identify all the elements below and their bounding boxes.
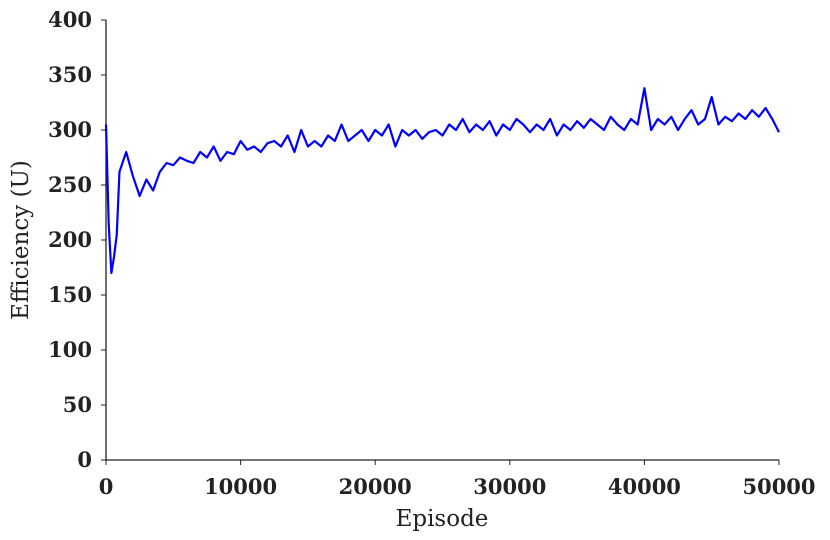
y-tick-label: 400 [48, 7, 92, 32]
x-tick-label: 50000 [742, 474, 815, 499]
y-tick-label: 0 [77, 447, 92, 472]
data-line [104, 87, 780, 275]
y-tick-label: 100 [48, 337, 92, 362]
x-axis-label: Episode [396, 506, 489, 532]
y-tick-label: 350 [48, 62, 92, 87]
x-tick-label: 30000 [473, 474, 546, 499]
y-tick-label: 250 [48, 172, 92, 197]
y-tick-label: 300 [48, 117, 92, 142]
y-axis-label: Efficiency (U) [8, 160, 34, 320]
x-tick-label: 20000 [339, 474, 412, 499]
y-tick-label: 150 [48, 282, 92, 307]
x-tick-label: 0 [99, 474, 114, 499]
x-tick-label: 10000 [204, 474, 277, 499]
y-tick-label: 200 [48, 227, 92, 252]
y-tick-label: 50 [63, 392, 92, 417]
x-tick-label: 40000 [608, 474, 681, 499]
